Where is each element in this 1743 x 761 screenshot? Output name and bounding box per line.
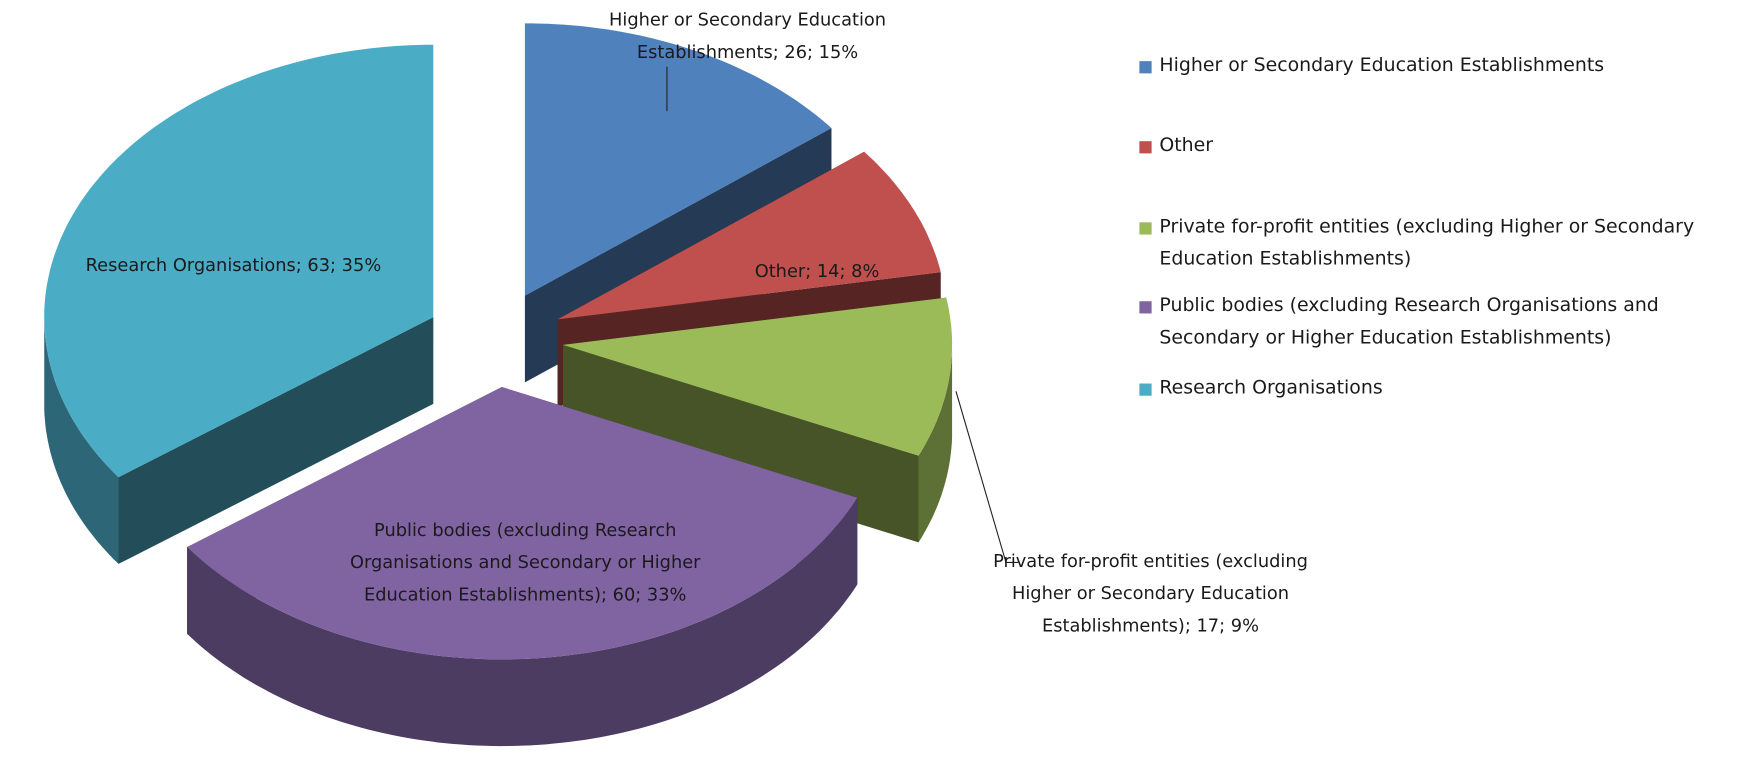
legend-entry: Other bbox=[1139, 130, 1739, 162]
pie-slice bbox=[44, 44, 434, 564]
legend-swatch bbox=[1139, 383, 1152, 396]
legend-swatch bbox=[1139, 141, 1152, 154]
legend-entry: Research Organisations bbox=[1139, 372, 1739, 404]
legend-label: Research Organisations bbox=[1159, 376, 1383, 400]
slice-wall bbox=[918, 344, 953, 543]
legend-swatch bbox=[1139, 61, 1152, 74]
data-label: Other; 14; 8% bbox=[754, 260, 880, 282]
legend-entry: Higher or Secondary Education Establishm… bbox=[1139, 50, 1739, 82]
slice-top bbox=[557, 151, 941, 320]
slice-top bbox=[187, 387, 858, 660]
slice-top bbox=[524, 23, 832, 296]
slice-top bbox=[44, 44, 434, 478]
legend-swatch bbox=[1139, 222, 1152, 235]
leader-line bbox=[955, 391, 1019, 564]
slice-top bbox=[563, 297, 953, 456]
legend-swatch bbox=[1139, 301, 1152, 314]
legend-label: Other bbox=[1159, 134, 1214, 157]
slice-wall bbox=[44, 317, 119, 564]
data-label: Public bodies (excluding Research Organi… bbox=[349, 519, 701, 605]
data-label: Research Organisations; 63; 35% bbox=[85, 254, 382, 276]
legend-label: Private for-profit entities (excluding H… bbox=[1159, 215, 1695, 271]
pie-slice bbox=[187, 387, 858, 747]
legend-label: Higher or Secondary Education Establishm… bbox=[1159, 54, 1605, 77]
legend-entry: Private for-profit entities (excluding H… bbox=[1139, 211, 1739, 275]
data-label: Higher or Secondary Education Establishm… bbox=[609, 8, 887, 63]
data-label: Private for-profit entities (excluding H… bbox=[993, 550, 1308, 636]
legend-label: Public bodies (excluding Research Organi… bbox=[1159, 294, 1659, 350]
pie-slice bbox=[563, 297, 953, 543]
slice-side bbox=[118, 317, 434, 564]
slice-wall bbox=[187, 497, 858, 747]
legend-entry: Public bodies (excluding Research Organi… bbox=[1139, 290, 1739, 354]
